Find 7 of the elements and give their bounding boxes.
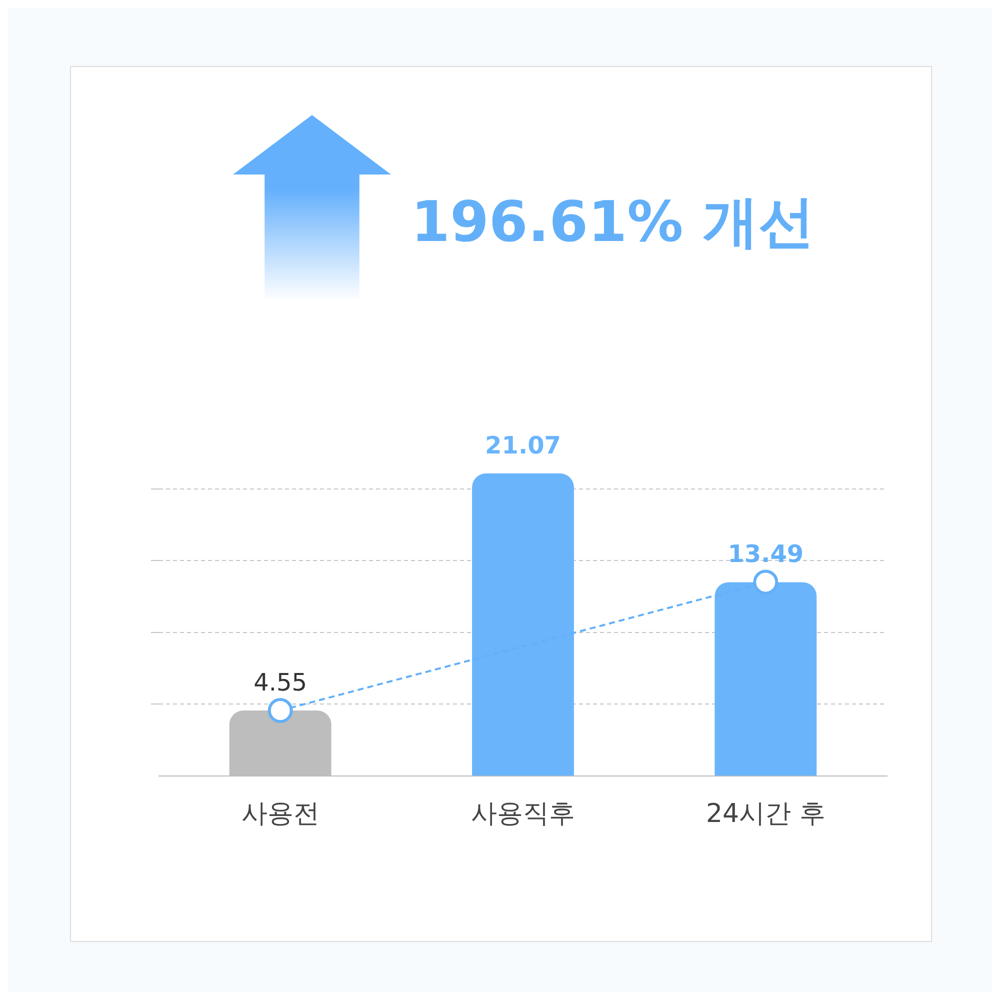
x-tick-label: 사용직후 <box>471 799 575 830</box>
data-label: 4.55 <box>254 668 308 696</box>
chart-title: 196.61% 개선 <box>411 189 815 257</box>
data-label: 13.49 <box>728 540 804 568</box>
data-label: 21.07 <box>485 431 561 460</box>
x-tick-label: 24시간 후 <box>706 799 826 830</box>
x-tick-label: 사용전 <box>241 799 320 830</box>
